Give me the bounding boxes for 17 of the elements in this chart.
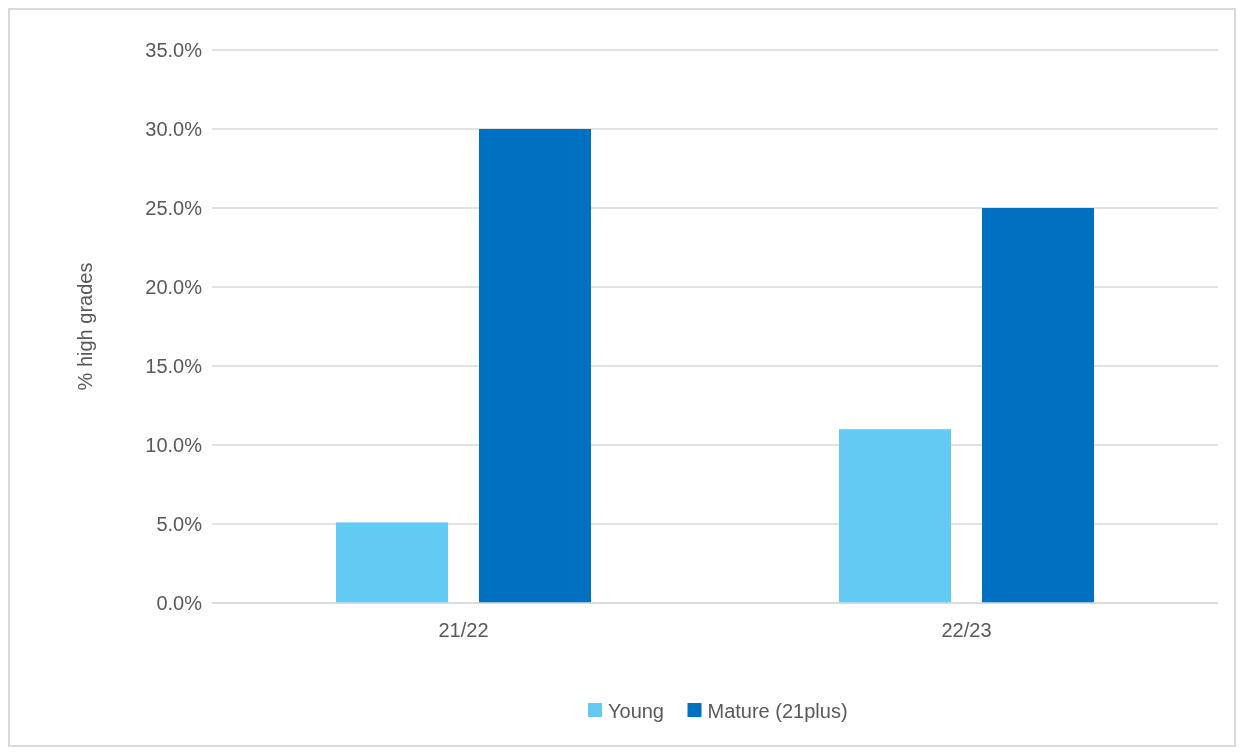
- x-tick-label: 21/22: [438, 619, 489, 641]
- y-tick-label: 10.0%: [145, 434, 203, 456]
- bar: [479, 129, 591, 603]
- y-tick-label: 30.0%: [145, 118, 203, 140]
- y-tick-label: 20.0%: [145, 276, 203, 298]
- bar: [336, 522, 448, 603]
- y-axis-title: % high grades: [74, 262, 96, 391]
- x-tick-label: 22/23: [941, 619, 992, 641]
- y-tick-label: 25.0%: [145, 197, 203, 219]
- y-tick-label: 15.0%: [145, 355, 203, 377]
- y-tick-label: 35.0%: [145, 39, 203, 61]
- legend-label: Young: [608, 700, 664, 722]
- bar: [839, 429, 951, 603]
- bar: [982, 208, 1094, 603]
- y-tick-label: 0.0%: [156, 592, 203, 614]
- y-tick-label: 5.0%: [156, 513, 203, 535]
- legend-label: Mature (21plus): [707, 700, 848, 722]
